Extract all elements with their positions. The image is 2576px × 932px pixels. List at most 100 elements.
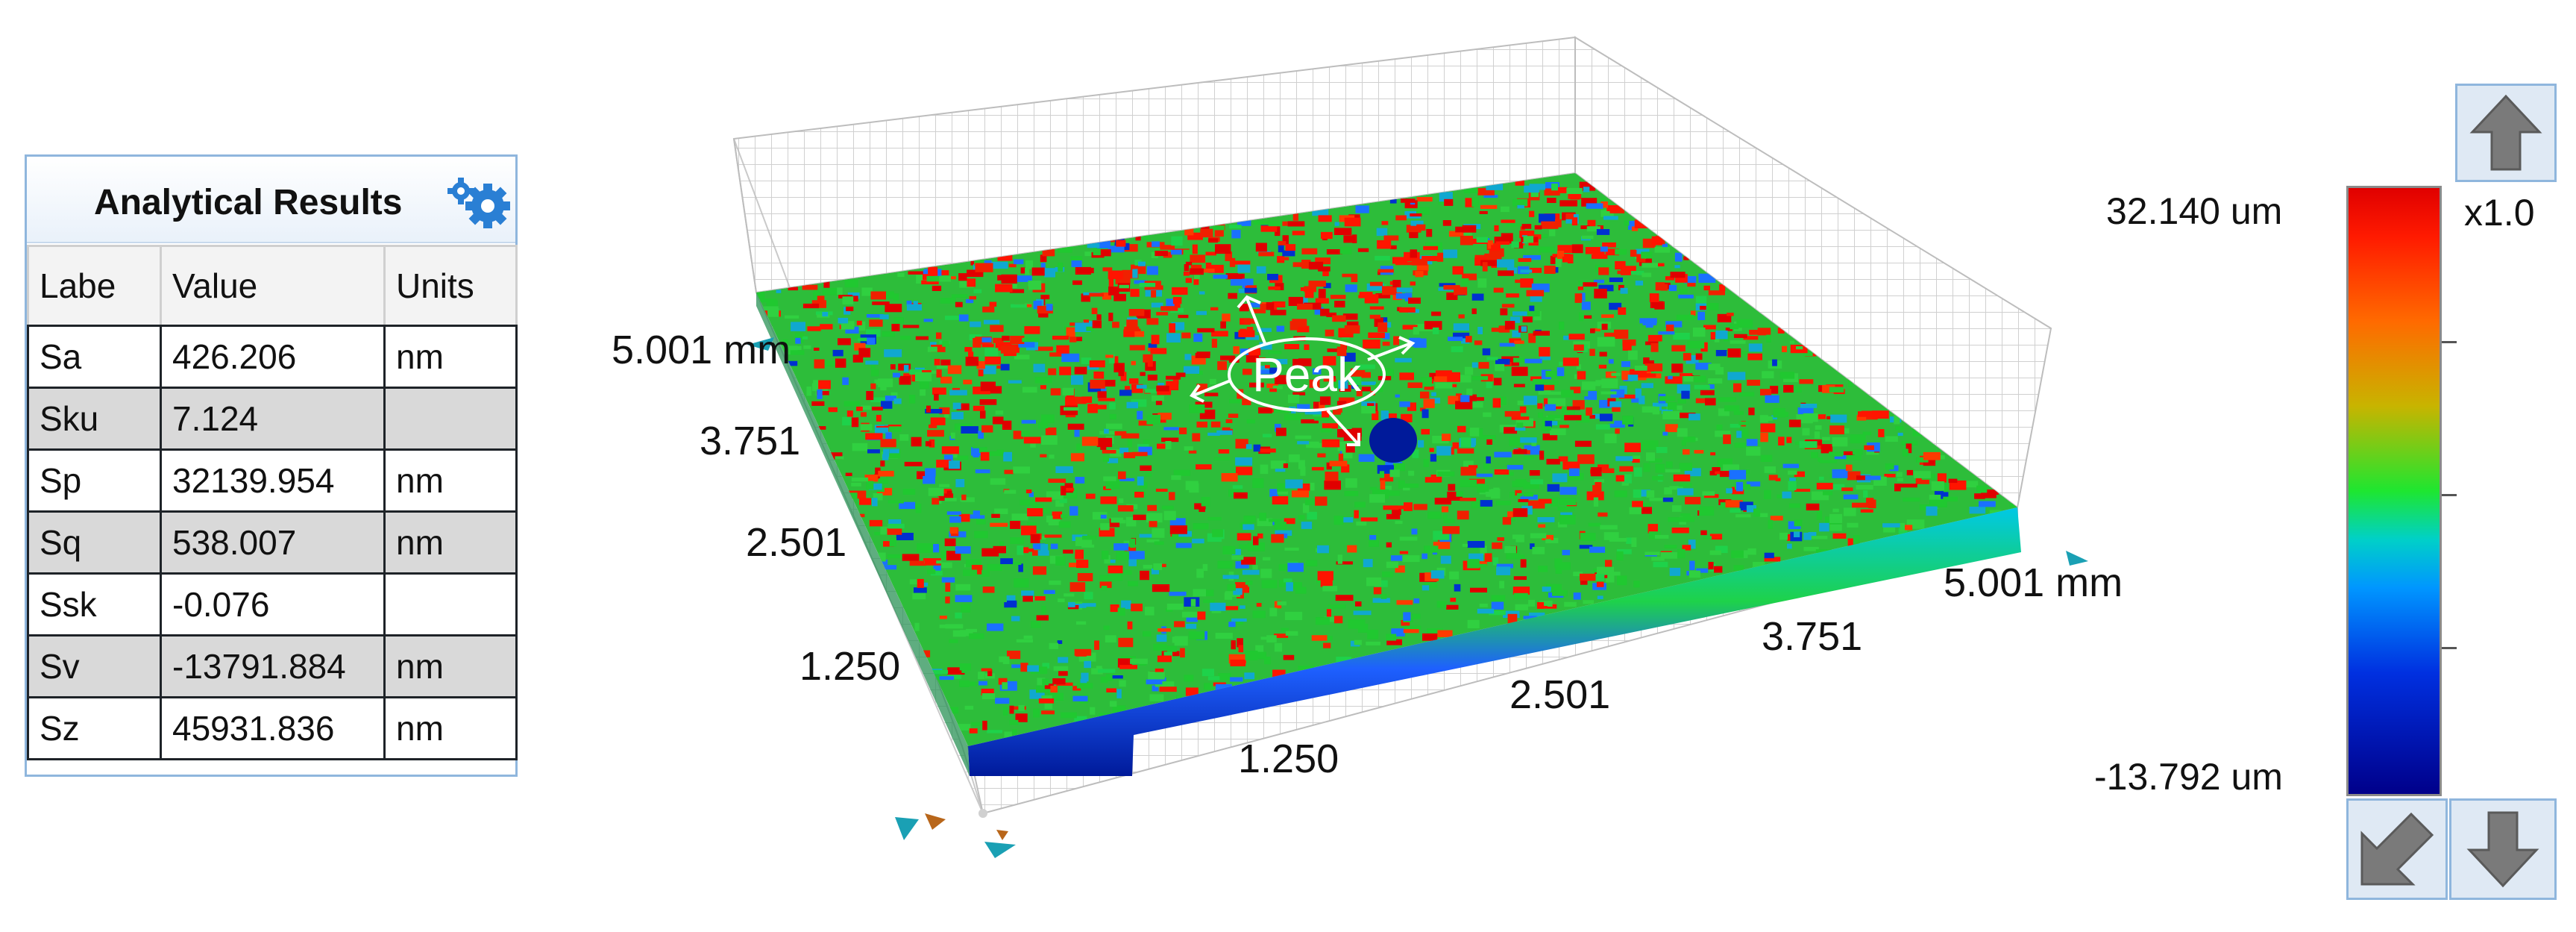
surface-texture-patch [984, 319, 1000, 325]
surface-texture-patch [1467, 559, 1480, 569]
surface-texture-patch [1163, 510, 1176, 521]
surface-texture-patch [880, 387, 887, 391]
surface-texture-patch [1810, 451, 1818, 459]
surface-texture-patch [1067, 423, 1084, 430]
table-row[interactable]: Sz 45931.836 nm [27, 696, 518, 760]
gear-icon[interactable] [444, 173, 513, 230]
surface-texture-patch [879, 314, 889, 319]
surface-texture-patch [1249, 302, 1260, 307]
surface-texture-patch [1690, 310, 1696, 316]
surface-texture-patch [1856, 485, 1873, 490]
surface-texture-patch [1705, 398, 1716, 406]
surface-texture-patch [1252, 565, 1258, 570]
surface-texture-patch [1368, 332, 1385, 339]
surface-texture-patch [822, 287, 838, 295]
surface-texture-patch [1197, 611, 1206, 620]
surface-texture-patch [1554, 373, 1562, 379]
surface-texture-patch [1017, 545, 1024, 555]
x-tick-label: 5.001 mm [1944, 560, 2123, 605]
surface-texture-patch [1662, 410, 1680, 419]
surface-texture-patch [1390, 245, 1397, 250]
surface-texture-patch [1577, 454, 1595, 464]
column-header-units[interactable]: Units [383, 245, 518, 327]
surface-texture-patch [1672, 505, 1682, 512]
surface-texture-patch [1523, 236, 1534, 243]
surface-texture-patch [1322, 356, 1336, 366]
surface-texture-patch [1105, 635, 1116, 642]
column-header-value[interactable]: Value [160, 245, 386, 327]
surface-texture-patch [1709, 550, 1721, 555]
surface-texture-patch [1136, 384, 1147, 389]
surface-texture-patch [1112, 675, 1123, 679]
scale-up-button[interactable] [2455, 84, 2557, 182]
surface-texture-patch [1146, 414, 1160, 425]
surface-texture-patch [1683, 353, 1691, 361]
surface-texture-patch [1841, 487, 1853, 492]
surface-texture-patch [1786, 534, 1794, 541]
surface-texture-patch [1243, 369, 1252, 375]
surface-texture-patch [982, 306, 995, 313]
surface-texture-patch [1764, 490, 1771, 500]
surface-texture-patch [1513, 592, 1528, 600]
surface-texture-patch [1682, 516, 1695, 522]
surface-texture-patch [1344, 325, 1360, 334]
row-label: Sp [27, 448, 162, 513]
surface-texture-patch [1315, 496, 1328, 506]
color-scale-bar[interactable] [2346, 186, 2442, 796]
surface-texture-patch [1268, 220, 1283, 227]
surface-texture-patch [1429, 448, 1434, 452]
table-row[interactable]: Sq 538.007 nm [27, 510, 518, 575]
surface-texture-patch [1471, 362, 1478, 368]
surface-texture-patch [1609, 538, 1627, 542]
surface-texture-patch [826, 452, 843, 460]
surface-texture-patch [1269, 388, 1277, 392]
surface-texture-patch [1626, 537, 1635, 544]
surface-texture-patch [979, 366, 996, 375]
surface-texture-patch [1482, 485, 1489, 492]
surface-texture-patch [1673, 333, 1690, 340]
surface-texture-patch [1455, 226, 1469, 233]
surface-texture-patch [1521, 326, 1527, 332]
surface-texture-patch [1337, 443, 1343, 451]
surface-texture-patch [1512, 481, 1527, 487]
table-row[interactable]: Sv -13791.884 nm [27, 634, 518, 698]
surface-texture-patch [1735, 514, 1751, 518]
table-row[interactable]: Sp 32139.954 nm [27, 448, 518, 513]
surface-texture-patch [1138, 420, 1153, 426]
surface-texture-patch [1125, 386, 1131, 392]
surface-texture-patch [1647, 524, 1658, 534]
surface-texture-patch [1230, 659, 1246, 666]
scale-down-button[interactable] [2449, 798, 2557, 900]
scale-diagonal-button[interactable] [2346, 798, 2448, 900]
surface-texture-patch [1412, 449, 1419, 458]
surface-texture-patch [1574, 440, 1592, 447]
surface-texture-patch [1943, 496, 1958, 502]
surface-texture-patch [1738, 392, 1744, 397]
surface-texture-patch [1188, 450, 1197, 454]
surface-texture-patch [1360, 517, 1378, 522]
surface-texture-patch [1084, 592, 1093, 600]
table-row[interactable]: Sku 7.124 [27, 387, 518, 451]
surface-texture-patch [1366, 283, 1384, 291]
surface-texture-patch [1143, 354, 1153, 363]
surface-texture-patch [1096, 314, 1102, 320]
surface-texture-patch [1113, 293, 1126, 301]
table-row[interactable]: Sa 426.206 nm [27, 325, 518, 389]
surface-texture-patch [1523, 395, 1538, 405]
table-row[interactable]: Ssk -0.076 [27, 572, 518, 637]
surface-texture-patch [936, 332, 942, 340]
surface-texture-patch [1055, 466, 1073, 473]
surface-texture-patch [1155, 251, 1168, 257]
surface-texture-patch [1157, 413, 1172, 420]
surface-texture-patch [884, 349, 902, 357]
surface-texture-patch [880, 460, 885, 467]
surface-texture-patch [997, 254, 1013, 261]
column-header-label[interactable]: Labe [27, 245, 162, 327]
surface-texture-patch [1289, 582, 1302, 589]
surface-texture-patch [1058, 244, 1072, 253]
surface-texture-patch [1166, 298, 1175, 307]
surface-texture-patch [1288, 394, 1300, 404]
surface-texture-patch [1138, 446, 1152, 455]
